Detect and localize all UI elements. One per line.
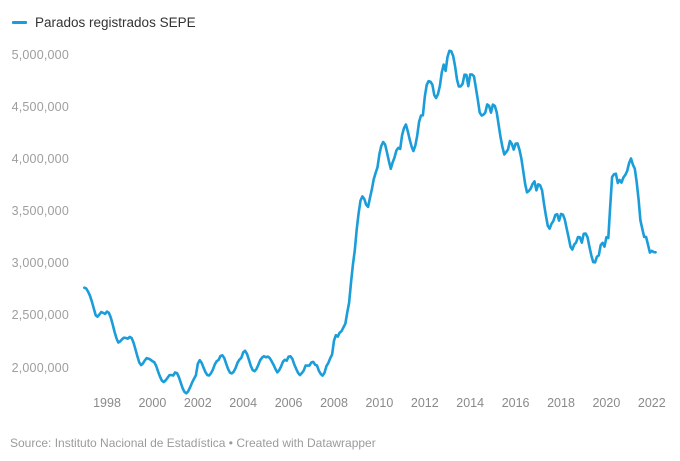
x-axis-tick-label: 2022 (637, 396, 666, 410)
source-attribution: Source: Instituto Nacional de Estadístic… (10, 436, 376, 450)
y-axis-tick-label: 3,000,000 (11, 256, 69, 271)
x-axis-tick-label: 2014 (456, 396, 485, 410)
x-axis-tick-label: 2012 (410, 396, 439, 410)
x-axis-tick-label: 2016 (501, 396, 530, 410)
series-line[interactable] (83, 49, 657, 395)
legend-label: Parados registrados SEPE (35, 15, 196, 30)
x-axis-tick-label: 2006 (274, 396, 303, 410)
x-axis-tick-label: 2004 (229, 396, 258, 410)
y-axis-tick-label: 2,000,000 (11, 360, 69, 375)
y-axis-tick-label: 4,000,000 (11, 151, 69, 166)
legend-line-swatch-icon (12, 21, 27, 24)
x-axis-tick-label: 2018 (547, 396, 575, 410)
x-axis-tick-label: 2000 (138, 396, 167, 410)
y-axis-tick-label: 5,000,000 (11, 47, 69, 62)
x-axis-tick-label: 2008 (320, 396, 348, 410)
y-axis-tick-label: 3,500,000 (11, 204, 69, 218)
legend: Parados registrados SEPE (12, 15, 196, 30)
x-axis-tick-label: 2020 (592, 396, 621, 410)
y-axis-tick-label: 4,500,000 (11, 99, 69, 114)
y-axis-tick-label: 2,500,000 (11, 308, 69, 323)
x-axis-tick-label: 2002 (183, 396, 212, 410)
x-axis-tick-label: 1998 (93, 396, 121, 410)
x-axis-tick-label: 2010 (365, 396, 394, 410)
